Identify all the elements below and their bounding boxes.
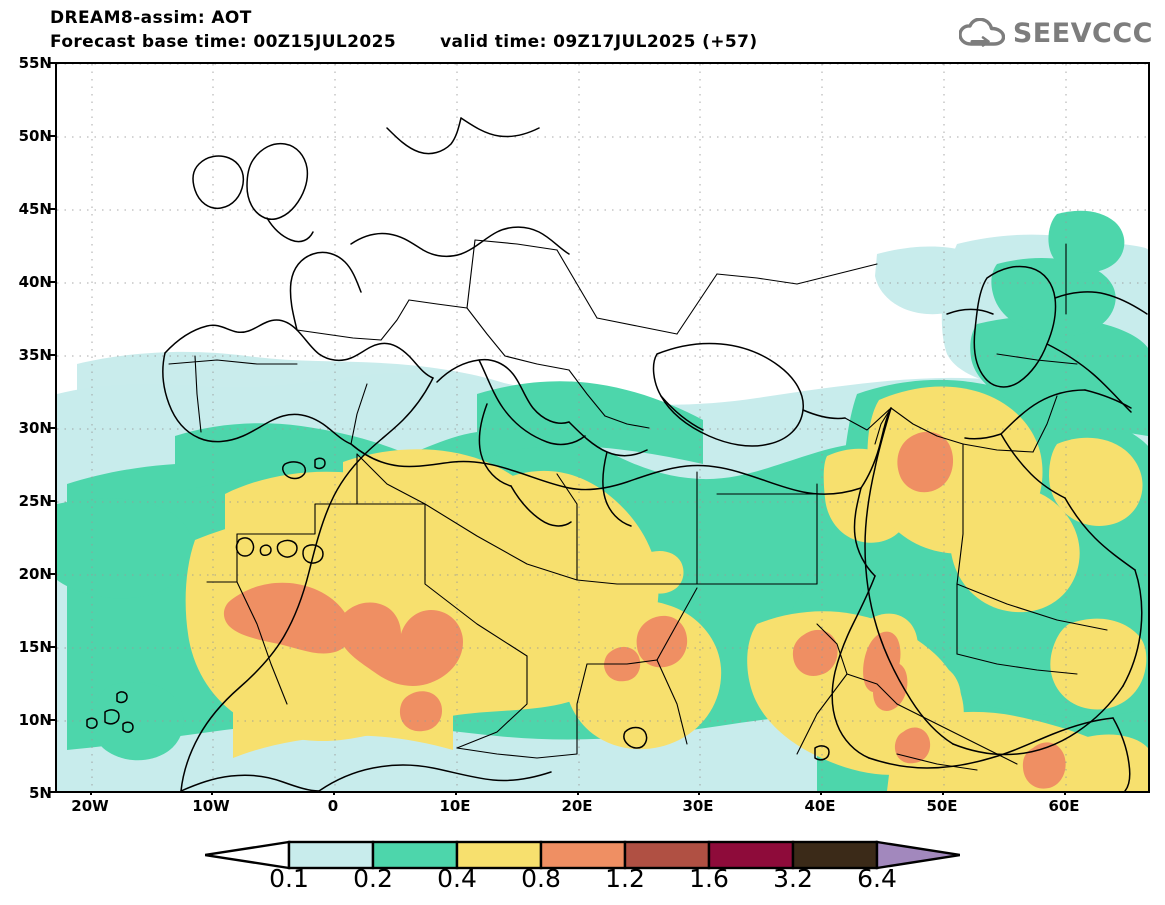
- colorbar: 0.1 0.2 0.4 0.8 1.2 1.6 3.2 6.4: [0, 836, 1165, 902]
- y-label-40n: 40N: [18, 273, 52, 291]
- y-label-55n: 55N: [18, 54, 52, 72]
- x-label-60e: 60E: [1048, 797, 1080, 815]
- colorbar-swatch-0.4: [455, 840, 543, 870]
- x-label-50e: 50E: [926, 797, 958, 815]
- aot-map-plot: [55, 62, 1150, 793]
- y-label-5n: 5N: [29, 784, 52, 802]
- colorbar-swatch-1.2: [623, 840, 711, 870]
- base-time-label: Forecast base time: 00Z15JUL2025: [50, 32, 397, 52]
- colorbar-extend-max: [875, 840, 960, 870]
- map-coastlines: [86, 117, 1148, 791]
- x-label-30e: 30E: [682, 797, 714, 815]
- x-label-20w: 20W: [71, 797, 109, 815]
- colorbar-label-1.2: 1.2: [605, 864, 645, 893]
- y-label-45n: 45N: [18, 200, 52, 218]
- colorbar-label-1.6: 1.6: [689, 864, 729, 893]
- map-gridlines: [57, 64, 1148, 791]
- y-label-20n: 20N: [18, 565, 52, 583]
- colorbar-swatches: [205, 840, 960, 870]
- seevccc-logo: SEEVCCC: [958, 14, 1153, 52]
- x-label-40e: 40E: [804, 797, 836, 815]
- y-label-10n: 10N: [18, 711, 52, 729]
- y-label-25n: 25N: [18, 492, 52, 510]
- y-label-50n: 50N: [18, 127, 52, 145]
- aot-band-0.8: [223, 431, 1066, 789]
- colorbar-swatch-0.1: [287, 840, 375, 870]
- model-title: DREAM8-assim: AOT: [50, 8, 252, 28]
- colorbar-label-0.1: 0.1: [269, 864, 309, 893]
- x-label-10e: 10E: [439, 797, 471, 815]
- x-label-0: 0: [327, 797, 339, 815]
- y-label-30n: 30N: [18, 419, 52, 437]
- colorbar-label-3.2: 3.2: [773, 864, 813, 893]
- map-borders: [168, 239, 1108, 771]
- logo-text: SEEVCCC: [1012, 17, 1153, 49]
- cloud-icon: [958, 18, 1005, 47]
- colorbar-label-0.4: 0.4: [437, 864, 477, 893]
- map-canvas: [57, 64, 1148, 791]
- x-label-20e: 20E: [561, 797, 593, 815]
- x-label-10w: 10W: [192, 797, 230, 815]
- colorbar-swatch-1.6: [707, 840, 795, 870]
- time-subtitle: Forecast base time: 00Z15JUL2025 valid ti…: [50, 32, 758, 52]
- valid-time-label: valid time: 09Z17JUL2025 (+57): [440, 32, 758, 52]
- colorbar-label-6.4: 6.4: [857, 864, 897, 893]
- y-label-15n: 15N: [18, 638, 52, 656]
- colorbar-label-0.2: 0.2: [353, 864, 393, 893]
- colorbar-label-0.8: 0.8: [521, 864, 561, 893]
- y-label-35n: 35N: [18, 346, 52, 364]
- chart-header: DREAM8-assim: AOT Forecast base time: 00…: [0, 0, 1165, 62]
